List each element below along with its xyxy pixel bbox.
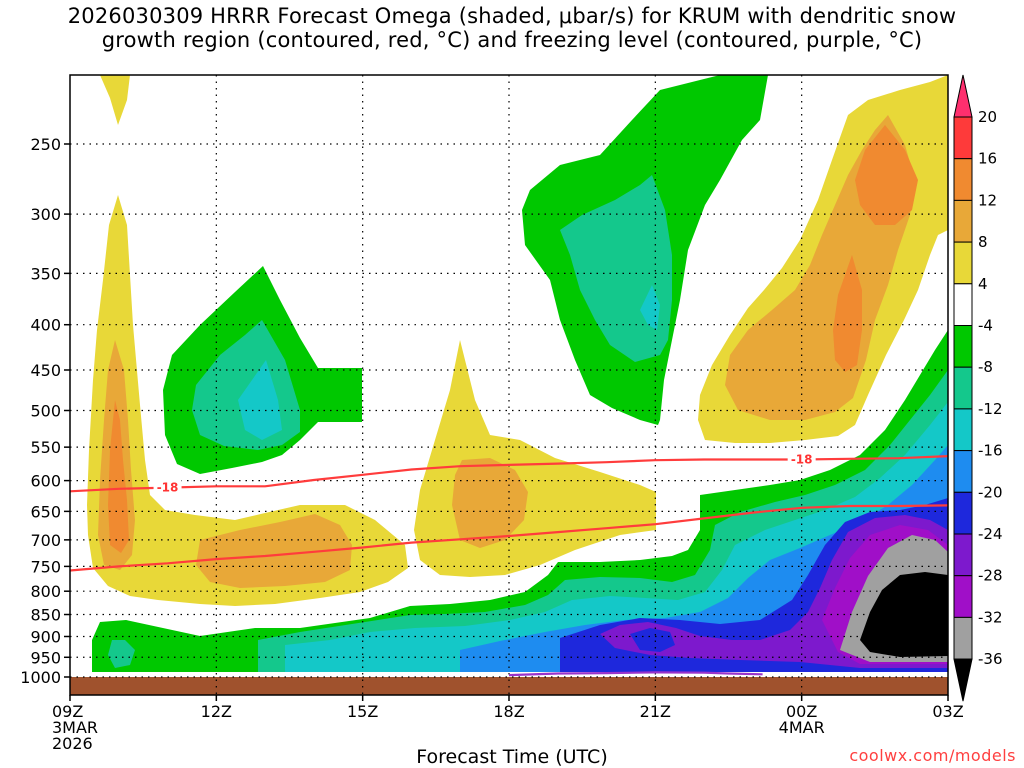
y-tick-label: 400 bbox=[30, 316, 61, 335]
colorbar-label: -16 bbox=[978, 442, 1003, 460]
source-credit[interactable]: coolwx.com/models bbox=[849, 746, 1016, 765]
colorbar-swatch bbox=[953, 450, 973, 493]
contour-lines: -18 -18 bbox=[69, 451, 949, 677]
colorbar-label: 20 bbox=[978, 108, 997, 126]
colorbar-label: 4 bbox=[978, 275, 988, 293]
colorbar-swatch bbox=[953, 283, 973, 326]
contour-label-bg bbox=[787, 451, 816, 466]
y-tick-label: 600 bbox=[30, 472, 61, 491]
omega-shading bbox=[87, 75, 948, 672]
omega-region-negative bbox=[108, 640, 135, 668]
omega-region-positive bbox=[196, 514, 352, 588]
x-tick-label: 09Z bbox=[52, 702, 83, 721]
x-tick-label: 18Z bbox=[493, 702, 524, 721]
x-tick-label: 15Z bbox=[347, 702, 378, 721]
omega-region-positive bbox=[108, 400, 129, 553]
y-tick-label: 700 bbox=[30, 531, 61, 550]
omega-region-positive bbox=[452, 458, 528, 548]
colorbar-swatch bbox=[953, 616, 973, 660]
y-tick-label: 800 bbox=[30, 582, 61, 601]
colorbar-label: 16 bbox=[978, 150, 997, 168]
y-tick-label: 350 bbox=[30, 264, 61, 283]
x-axis-label: Forecast Time (UTC) bbox=[416, 746, 608, 768]
chart-title-line1: 2026030309 HRRR Forecast Omega (shaded, … bbox=[67, 4, 957, 28]
y-tick-label: 250 bbox=[30, 135, 61, 154]
x-tick-label: 03Z bbox=[932, 702, 963, 721]
y-tick-label: 950 bbox=[30, 648, 61, 667]
contour-label-label-right: -18 bbox=[791, 453, 813, 467]
x-tick-sublabel: 3MAR bbox=[52, 718, 98, 737]
colorbar-swatch bbox=[953, 325, 973, 368]
x-tick-label: 00Z bbox=[786, 702, 817, 721]
contour-freezing-level bbox=[508, 671, 763, 677]
colorbar-label: -4 bbox=[978, 317, 993, 335]
colorbar-label: -12 bbox=[978, 400, 1003, 418]
colorbar-swatch bbox=[953, 241, 973, 285]
colorbar-swatch bbox=[953, 116, 973, 160]
colorbar-label: 12 bbox=[978, 191, 997, 209]
x-tick-label: 12Z bbox=[201, 702, 232, 721]
colorbar-label: -8 bbox=[978, 358, 993, 376]
chart-title: 2026030309 HRRR Forecast Omega (shaded, … bbox=[0, 4, 1024, 52]
colorbar-swatch bbox=[953, 408, 973, 452]
y-tick-label: 1000 bbox=[20, 668, 61, 687]
colorbar-label: 8 bbox=[978, 233, 988, 251]
contour-label-bg bbox=[153, 479, 182, 494]
colorbar-swatch bbox=[953, 366, 973, 410]
omega-region-positive bbox=[855, 125, 918, 225]
y-tick-label: 300 bbox=[30, 205, 61, 224]
colorbar-label: -24 bbox=[978, 525, 1003, 543]
omega-region-positive bbox=[100, 75, 130, 125]
y-tick-label: 750 bbox=[30, 557, 61, 576]
omega-region-positive bbox=[833, 255, 862, 372]
y-tick-label: 500 bbox=[30, 402, 61, 421]
colorbar-swatch bbox=[953, 158, 973, 201]
chart-title-line2: growth region (contoured, red, °C) and f… bbox=[101, 28, 923, 52]
y-tick-label: 650 bbox=[30, 502, 61, 521]
colorbar: 20 16 12 8 4 -4 -8 -12 -16 -20 -24 -28 -32 -36 bbox=[953, 74, 1003, 702]
omega-region-negative bbox=[238, 360, 282, 440]
colorbar-label: -20 bbox=[978, 483, 1003, 501]
x-tick-sublabel: 2026 bbox=[52, 734, 93, 753]
y-tick-label: 450 bbox=[30, 361, 61, 380]
colorbar-label: -28 bbox=[978, 567, 1003, 585]
contour-dgz-bottom bbox=[69, 504, 949, 572]
colorbar-min-arrow bbox=[953, 658, 973, 702]
colorbar-swatch bbox=[953, 199, 973, 243]
colorbar-swatch bbox=[953, 491, 973, 535]
omega-region-negative bbox=[860, 572, 948, 657]
contour-label-label-left: -18 bbox=[157, 481, 179, 495]
colorbar-swatch bbox=[953, 575, 973, 618]
y-tick-label: 900 bbox=[30, 627, 61, 646]
y-tick-label: 850 bbox=[30, 606, 61, 625]
omega-region-negative bbox=[630, 628, 675, 652]
x-tick-sublabel: 4MAR bbox=[779, 718, 825, 737]
colorbar-max-arrow bbox=[953, 74, 973, 118]
colorbar-label: -32 bbox=[978, 608, 1003, 626]
chart-axes: 250 300 350 400 450 500 550 600 650 700 750 800 850 9… bbox=[20, 74, 964, 753]
y-tick-label: 550 bbox=[30, 438, 61, 457]
colorbar-swatch bbox=[953, 533, 973, 577]
x-tick-label: 21Z bbox=[640, 702, 671, 721]
colorbar-label: -36 bbox=[978, 650, 1003, 668]
